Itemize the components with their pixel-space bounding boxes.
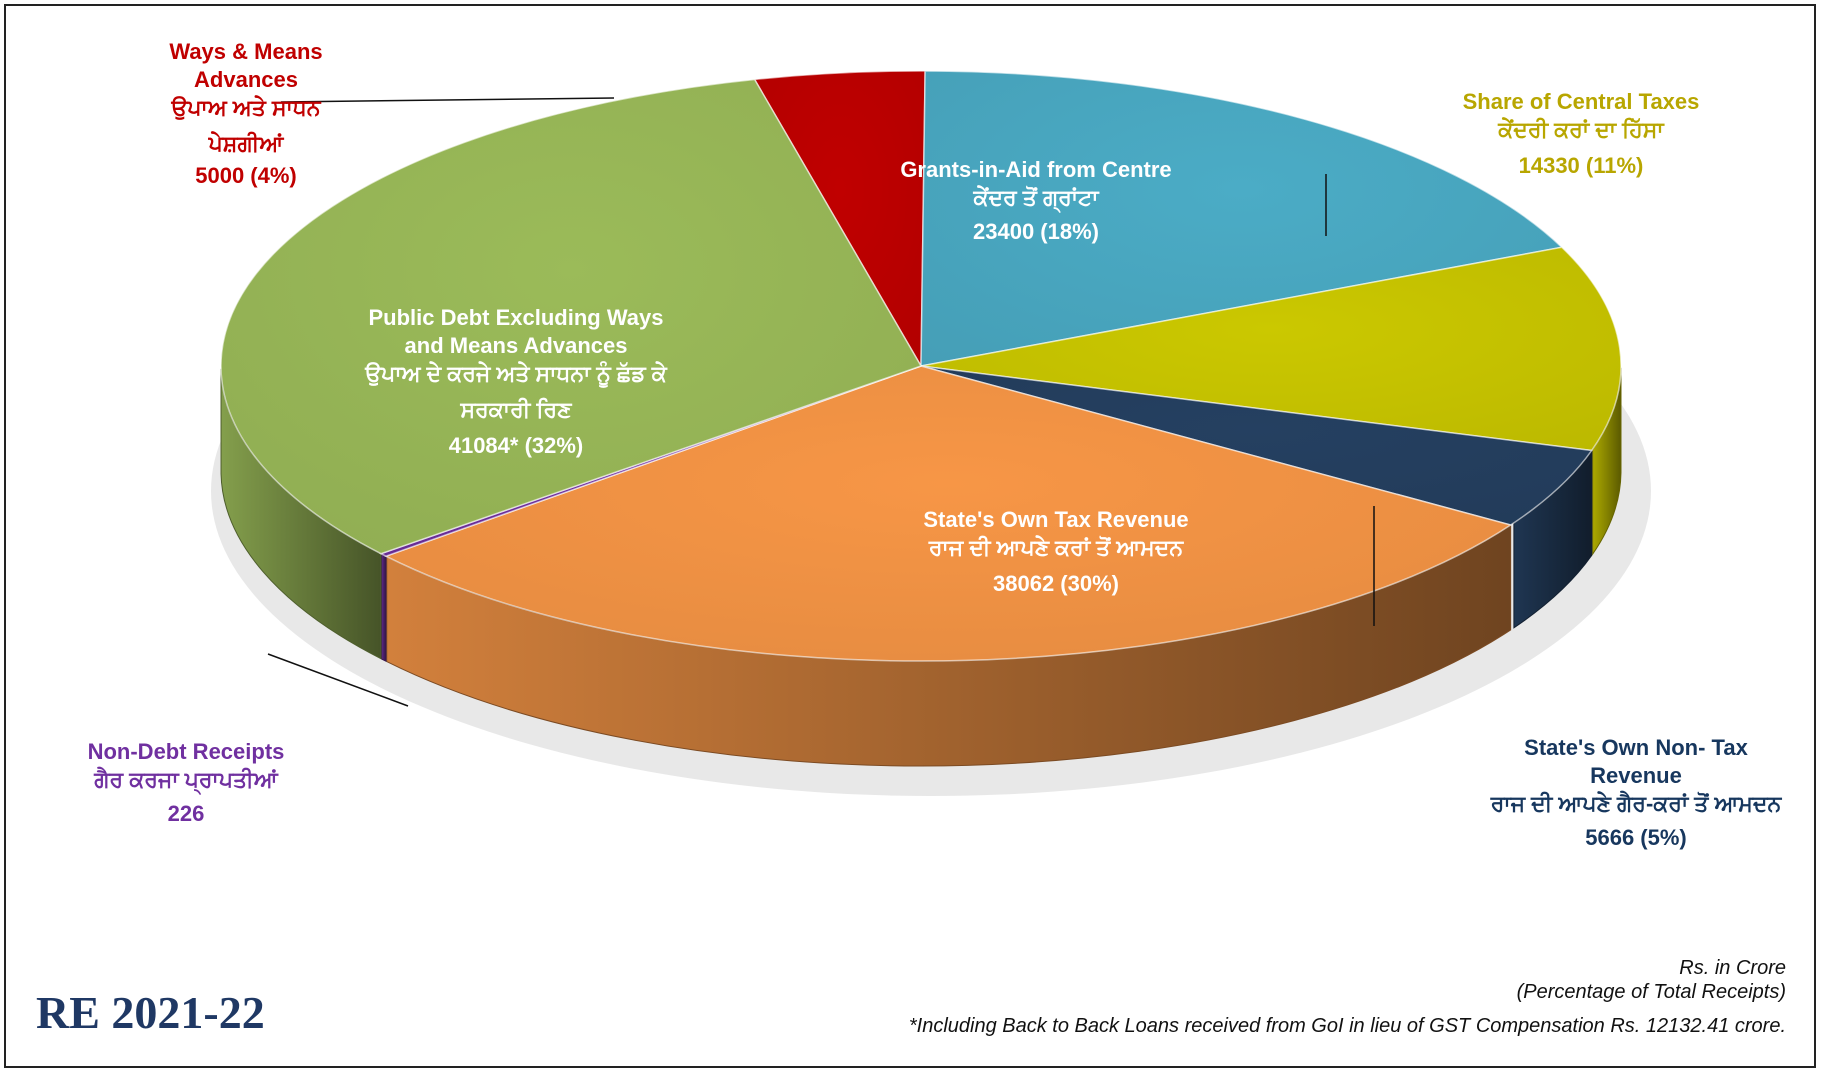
slice-pd: [220, 78, 923, 555]
pie-chart: [211, 70, 1651, 796]
period-label: RE 2021-22: [36, 987, 265, 1038]
slice-gia: [920, 70, 1564, 367]
label-ndr-pa1: ਗੈਰ ਕਰਜਾ ਪ੍ਰਾਪਤੀਆਂ: [94, 767, 278, 792]
slice-label-gia: Grants-in-Aid from Centre ਕੇਂਦਰ ਤੋਂ ਗ੍ਰਾ…: [886, 156, 1186, 246]
slice-sotr: [384, 365, 1513, 662]
label-sotr-name: State's Own Tax Revenue: [923, 507, 1189, 532]
label-gia-name: Grants-in-Aid from Centre: [900, 157, 1172, 182]
label-sontr-name: State's Own Non- Tax: [1524, 735, 1748, 760]
slice-label-sontr: State's Own Non- Tax Revenue ਰਾਜ ਦੀ ਆਪਣੇ…: [1476, 734, 1796, 852]
slice-label-pd: Public Debt Excluding Ways and Means Adv…: [326, 304, 706, 460]
slice-label-sotr: State's Own Tax Revenue ਰਾਜ ਦੀ ਆਪਣੇ ਕਰਾਂ…: [876, 506, 1236, 598]
label-gia-value: 23400 (18%): [973, 219, 1099, 244]
slice-label-sct: Share of Central Taxes ਕੇਂਦਰੀ ਕਰਾਂ ਦਾ ਹਿ…: [1436, 88, 1726, 180]
leader-line-ndr: [267, 653, 409, 707]
label-pd-value: 41084* (32%): [448, 433, 584, 458]
label-pd-pa2: ਸਰਕਾਰੀ ਰਿਣ: [460, 397, 572, 422]
leader-line-wma: [280, 97, 615, 103]
label-sontr-value: 5666 (5%): [1585, 825, 1687, 850]
slice-label-ndr: Non-Debt Receipts ਗੈਰ ਕਰਜਾ ਪ੍ਰਾਪਤੀਆਂ 226: [56, 738, 316, 828]
label-gia-pa1: ਕੇਂਦਰ ਤੋਂ ਗ੍ਰਾਂਟਾ: [973, 185, 1099, 210]
footnote: *Including Back to Back Loans received f…: [908, 1015, 1786, 1037]
label-wma-name: Ways & Means Advances: [169, 39, 323, 92]
unit-note: Rs. in Crore: [1679, 957, 1786, 979]
percent-note: (Percentage of Total Receipts): [1516, 981, 1786, 1003]
chart-frame: Ways & Means Advances ਉਪਾਅ ਅਤੇ ਸਾਧਨ ਪੇਸ਼…: [4, 4, 1816, 1068]
label-wma-value: 5000 (4%): [195, 163, 297, 188]
slice-label-wma: Ways & Means Advances ਉਪਾਅ ਅਤੇ ਸਾਧਨ ਪੇਸ਼…: [136, 38, 356, 190]
slice-sontr: [920, 365, 1594, 526]
label-ndr-value: 226: [167, 801, 205, 826]
label-pd-pa1: ਉਪਾਅ ਦੇ ਕਰਜੇ ਅਤੇ ਸਾਧਨਾ ਨੂੰ ਛੱਡ ਕੇ: [365, 361, 667, 386]
label-sontr-pa1: ਰਾਜ ਦੀ ਆਪਣੇ ਗੈਰ-ਕਰਾਂ ਤੋਂ ਆਮਦਨ: [1490, 791, 1782, 816]
label-pd-name2: and Means Advances: [404, 333, 628, 358]
label-sontr-name2: Revenue: [1590, 763, 1682, 788]
label-ndr-name: Non-Debt Receipts: [87, 739, 285, 764]
slice-side-ndr: [380, 553, 387, 663]
label-wma-pa2: ਪੇਸ਼ਗੀਆਂ: [208, 131, 284, 156]
label-wma-pa1: ਉਪਾਅ ਅਤੇ ਸਾਧਨ: [171, 95, 321, 120]
label-sct-name: Share of Central Taxes: [1462, 89, 1700, 114]
label-pd-name: Public Debt Excluding Ways: [368, 305, 664, 330]
label-sct-pa1: ਕੇਂਦਰੀ ਕਰਾਂ ਦਾ ਹਿੱਸਾ: [1498, 117, 1664, 142]
label-sotr-pa1: ਰਾਜ ਦੀ ਆਪਣੇ ਕਰਾਂ ਤੋਂ ਆਮਦਨ: [928, 535, 1184, 560]
label-sct-value: 14330 (11%): [1518, 153, 1644, 178]
slice-sct: [920, 246, 1622, 452]
label-sotr-value: 38062 (30%): [993, 571, 1119, 596]
